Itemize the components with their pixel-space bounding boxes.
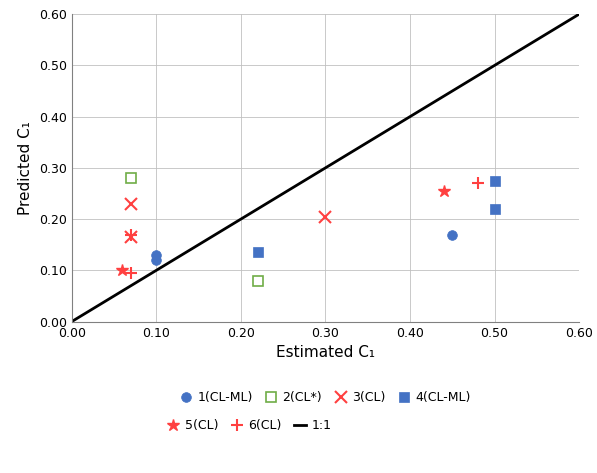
Legend: 5(CL), 6(CL), 1:1: 5(CL), 6(CL), 1:1 [162,414,337,437]
X-axis label: Estimated C₁: Estimated C₁ [276,345,375,360]
Y-axis label: Predicted C₁: Predicted C₁ [19,121,33,215]
